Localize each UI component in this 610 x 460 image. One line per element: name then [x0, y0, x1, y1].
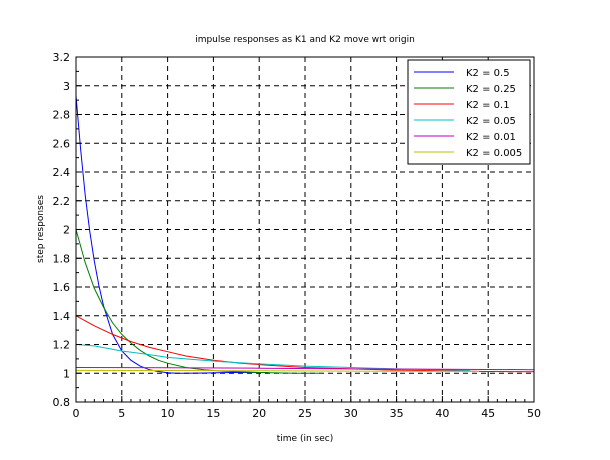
x-tick-label: 35	[390, 407, 404, 420]
x-tick-label: 5	[118, 407, 125, 420]
legend-label: K2 = 0.5	[466, 68, 510, 79]
legend-label: K2 = 0.25	[466, 84, 516, 95]
y-tick-label: 1.8	[53, 252, 71, 265]
series-line-6	[75, 369, 480, 372]
y-tick-label: 2.8	[53, 109, 71, 122]
legend-label: K2 = 0.1	[466, 100, 510, 111]
series-line-1	[75, 95, 269, 374]
legend-label: K2 = 0.005	[466, 148, 522, 159]
x-tick-label: 10	[161, 407, 175, 420]
x-tick-label: 25	[298, 407, 312, 420]
y-tick-label: 2.4	[53, 166, 71, 179]
y-tick-label: 2	[63, 224, 70, 237]
legend-label: K2 = 0.01	[466, 132, 516, 143]
legend-label: K2 = 0.05	[466, 116, 516, 127]
x-tick-label: 40	[435, 407, 449, 420]
y-tick-label: 1.6	[53, 281, 71, 294]
y-axis-title: step responses	[36, 195, 46, 263]
y-tick-label: 1	[63, 367, 70, 380]
y-tick-label: 3	[63, 80, 70, 93]
legend-box	[407, 59, 531, 165]
chart-title: impulse responses as K1 and K2 move wrt …	[195, 35, 415, 45]
y-tick-label: 0.8	[53, 396, 71, 409]
x-tick-label: 30	[344, 407, 358, 420]
series-layer	[75, 95, 535, 374]
series-line-4	[75, 344, 470, 371]
y-tick-label: 2.2	[53, 195, 71, 208]
y-tick-label: 1.2	[53, 339, 71, 352]
x-tick-label: 45	[481, 407, 495, 420]
x-tick-label: 20	[252, 407, 266, 420]
x-tick-label: 50	[527, 407, 541, 420]
y-tick-label: 3.2	[53, 51, 71, 64]
ticks-layer: 0 5 10 15 20 25 30 35 40 45 50 0.8 1 1.2 1.4 1.6 1.8 2 2.2…	[53, 51, 542, 420]
x-axis-title: time (in sec)	[277, 434, 333, 444]
y-tick-label: 2.6	[53, 137, 71, 150]
series-line-2	[75, 229, 324, 374]
legend: K2 = 0.5 K2 = 0.25 K2 = 0.1 K2 = 0.05 K2 = 0…	[407, 59, 531, 165]
x-tick-label: 15	[206, 407, 220, 420]
legend-items: K2 = 0.5 K2 = 0.25 K2 = 0.1 K2 = 0.05 K2 = 0…	[414, 68, 522, 159]
x-tick-label: 0	[73, 407, 80, 420]
y-tick-label: 1.4	[53, 310, 71, 323]
series-line-5	[75, 367, 535, 371]
